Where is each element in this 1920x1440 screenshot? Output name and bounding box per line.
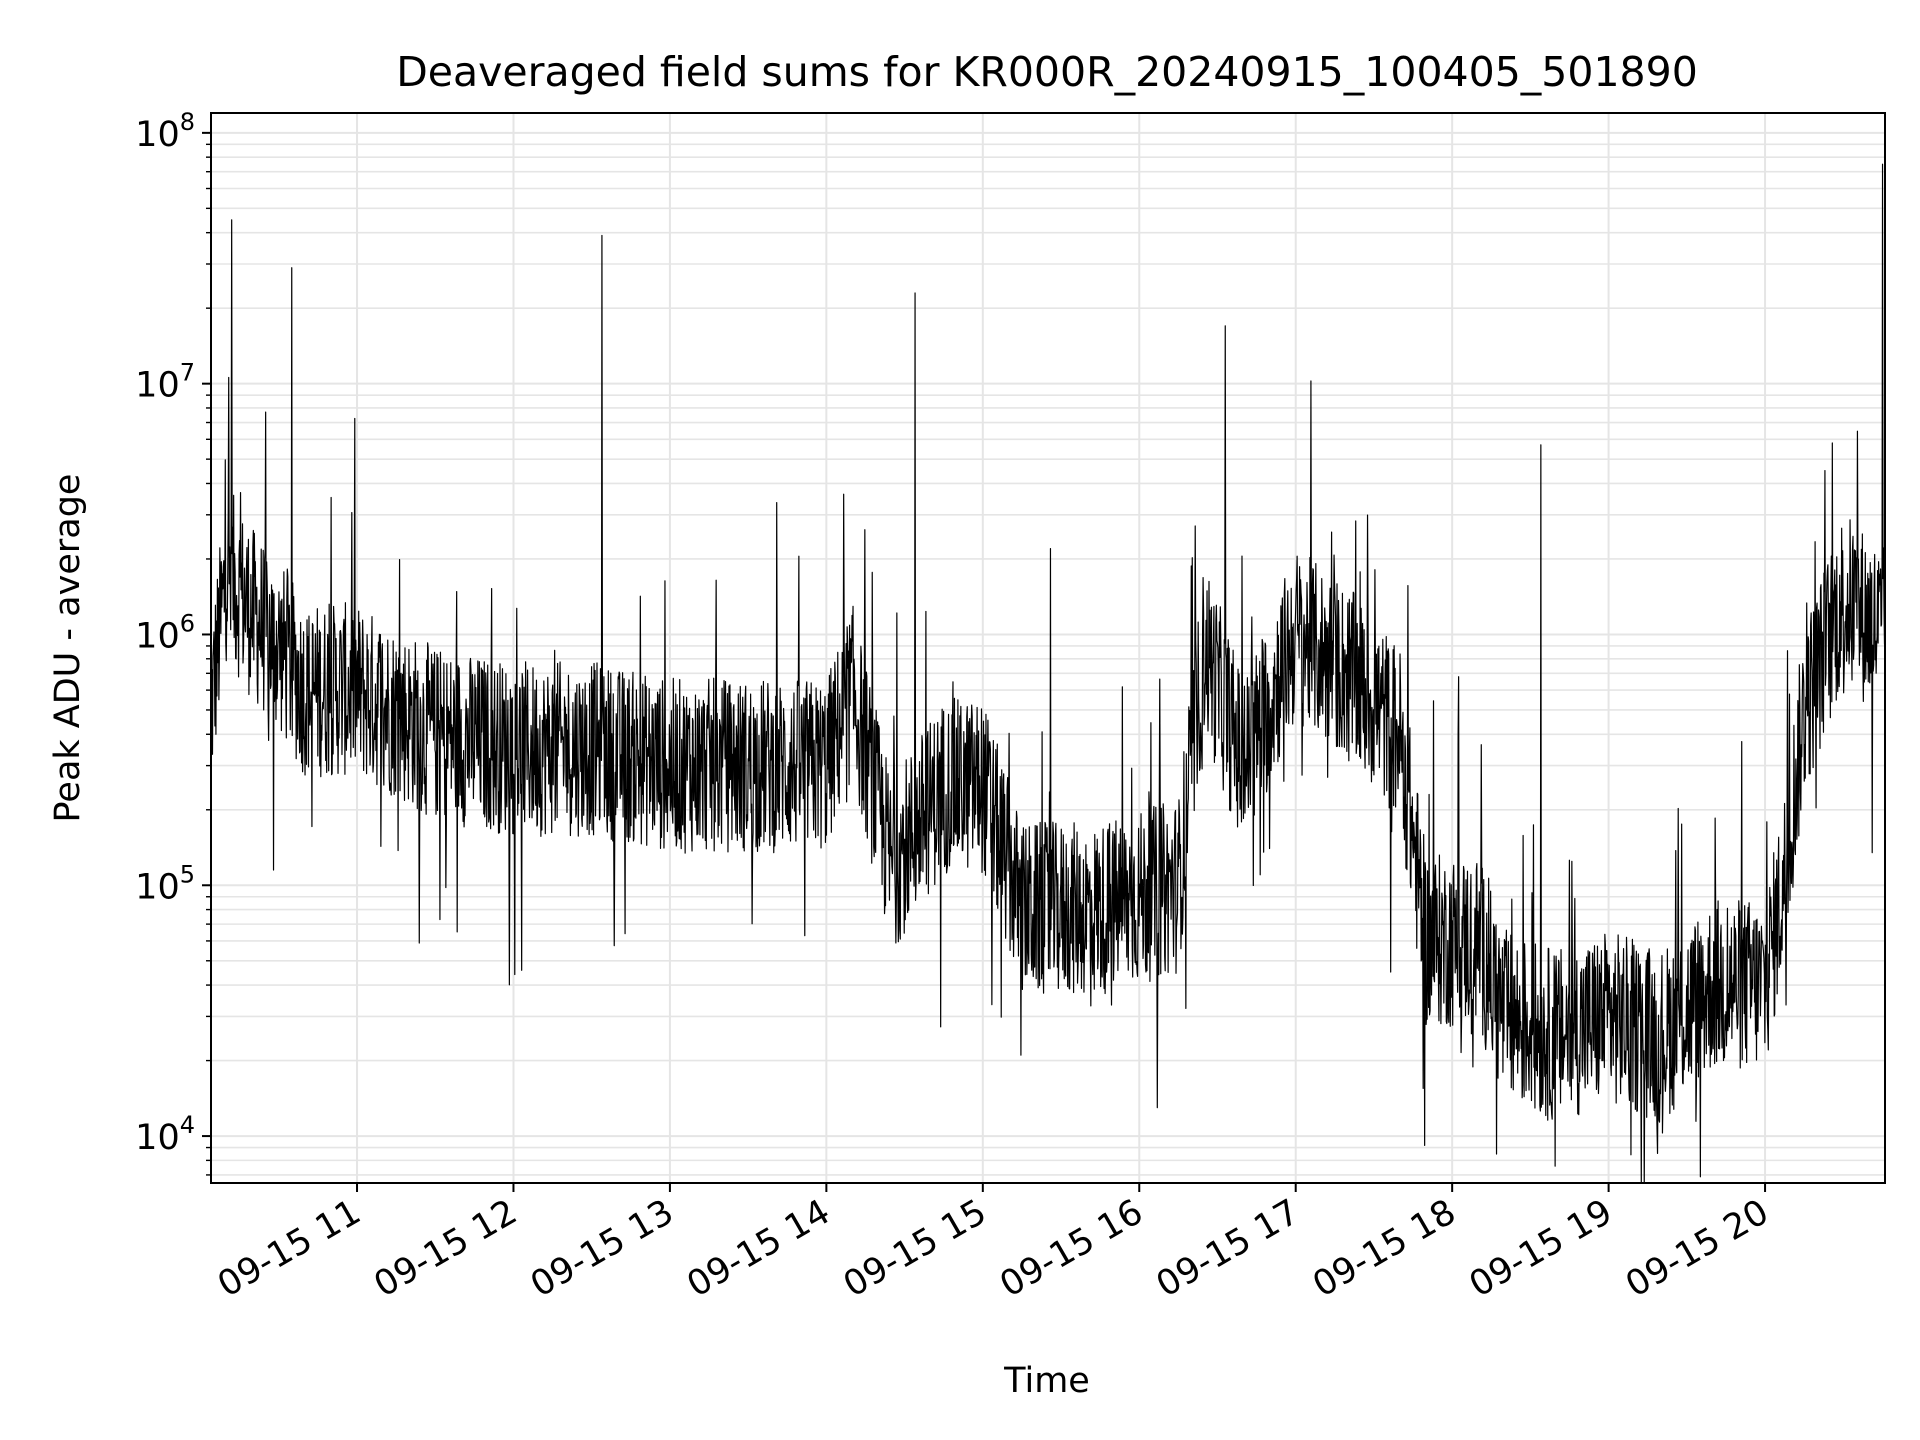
x-axis-label: Time xyxy=(1003,1361,1090,1401)
line-layer xyxy=(210,163,1886,1184)
x-tick-label: 09-15 17 xyxy=(1150,1192,1306,1305)
x-tick-label: 09-15 18 xyxy=(1306,1192,1462,1305)
chart-title: Deaveraged field sums for KR000R_2024091… xyxy=(396,48,1698,96)
plot-frame xyxy=(210,112,1886,1184)
y-tick-label: 104 xyxy=(135,1111,195,1158)
x-tick-label: 09-15 15 xyxy=(837,1192,993,1305)
y-tick-label: 107 xyxy=(135,359,195,406)
x-tick-label: 09-15 16 xyxy=(993,1192,1149,1305)
x-tick-label: 09-15 11 xyxy=(211,1192,367,1305)
x-tick-label: 09-15 20 xyxy=(1619,1192,1775,1305)
x-tick-label: 09-15 13 xyxy=(524,1192,680,1305)
x-tick-label: 09-15 14 xyxy=(681,1192,837,1305)
y-tick-label: 108 xyxy=(135,108,195,155)
series-line xyxy=(210,163,1886,1184)
x-tick-label: 09-15 19 xyxy=(1463,1192,1619,1305)
x-tick-label: 09-15 12 xyxy=(368,1192,524,1305)
y-tick-label: 105 xyxy=(135,860,195,907)
y-axis-label: Peak ADU - average xyxy=(48,474,88,823)
y-tick-label: 106 xyxy=(135,609,195,656)
